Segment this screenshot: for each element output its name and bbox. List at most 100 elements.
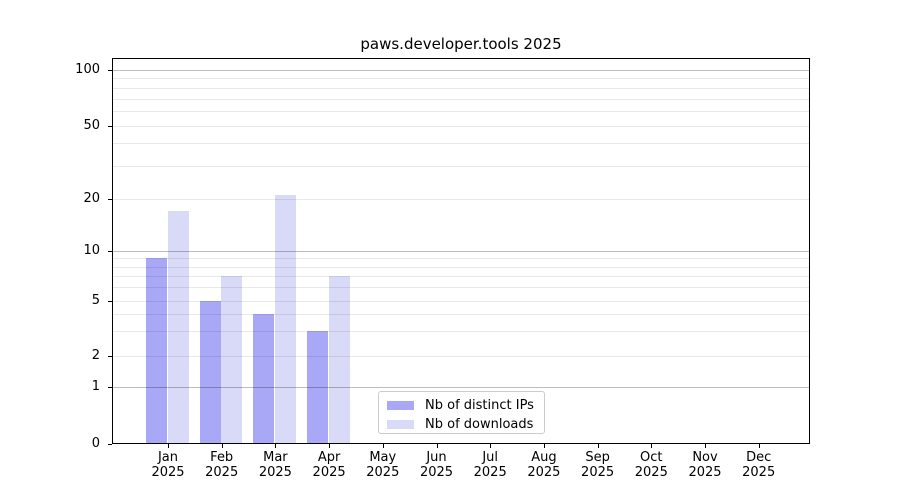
x-tick [651,444,653,448]
x-tick [382,444,384,448]
x-tick-month: Mar [263,450,288,465]
x-tick-label: Jul 2025 [458,450,522,480]
x-tick-label: Oct 2025 [619,450,683,480]
x-tick-label: Mar 2025 [243,450,307,480]
x-tick-label: May 2025 [351,450,415,480]
gridline-minor [113,166,809,168]
x-tick-label: Sep 2025 [566,450,630,480]
x-tick-label: Dec 2025 [727,450,791,480]
y-tick [108,386,112,388]
gridline-minor [113,143,809,145]
x-tick-year: 2025 [419,465,454,480]
x-tick [221,444,223,448]
y-tick [108,250,112,252]
x-tick-year: 2025 [581,465,615,480]
x-tick-month: Feb [210,450,234,465]
gridline-minor [113,300,809,302]
grid-layer [112,58,810,444]
x-tick-label: Apr 2025 [297,450,361,480]
legend: Nb of distinct IPs Nb of downloads [378,391,545,434]
gridline-minor [113,287,809,289]
x-tick-month: Jan [157,450,179,465]
x-tick-month: Sep [585,450,610,465]
x-tick-year: 2025 [634,465,668,480]
y-tick-label: 10 [83,242,100,258]
x-tick-label: Aug 2025 [512,450,576,480]
y-tick [108,70,112,71]
x-tick-month: Nov [692,450,718,465]
x-tick-year: 2025 [312,465,346,480]
gridline-minor [113,198,809,200]
bar-downloads-mar [274,194,296,444]
x-tick-label: Nov 2025 [673,450,737,480]
y-tick-label: 2 [91,348,100,363]
legend-swatch-downloads [387,419,414,429]
bar-downloads-apr [328,276,350,444]
x-tick [758,444,760,448]
gridline-minor [113,356,809,357]
x-tick-month: May [369,450,397,465]
x-tick-month: Jun [426,450,447,465]
x-tick [543,444,545,448]
chart-title: paws.developer.tools 2025 [360,35,562,53]
bar-downloads-feb [221,276,243,444]
bar-distinct-ips-feb [199,300,221,444]
y-tick [108,300,112,302]
x-tick [597,444,599,448]
bars-layer [112,58,810,444]
x-tick [705,444,706,448]
gridline-minor [113,276,809,278]
x-tick-label: Jun 2025 [405,450,469,480]
x-tick-year: 2025 [366,465,400,480]
y-tick-label: 50 [83,117,100,133]
bar-distinct-ips-jan [146,258,167,444]
x-tick-month: Oct [640,450,663,465]
bar-distinct-ips-apr [307,331,329,444]
legend-label-distinct-ips: Nb of distinct IPs [425,397,534,413]
x-tick-month: Dec [746,450,772,465]
gridline-minor [113,125,809,127]
y-tick-label: 100 [75,62,100,77]
gridline-minor [113,314,809,316]
x-tick-year: 2025 [688,465,722,480]
legend-row-distinct-ips: Nb of distinct IPs [387,397,544,413]
x-tick [436,444,438,448]
x-tick-year: 2025 [742,465,776,480]
bar-distinct-ips-mar [253,314,275,444]
x-tick-label: Jan 2025 [136,450,200,480]
x-tick-year: 2025 [205,465,239,480]
legend-swatch-distinct-ips [387,400,414,410]
x-tick-month: Aug [531,450,557,465]
x-tick-year: 2025 [527,465,561,480]
gridline-minor [113,258,809,260]
gridline-minor [113,78,809,80]
x-tick-month: Apr [317,450,341,465]
x-tick [329,444,331,448]
y-tick [108,125,112,127]
gridline-minor [113,98,809,100]
x-tick [275,444,277,448]
x-tick-year: 2025 [151,465,185,480]
gridline-major [113,386,809,388]
x-tick-year: 2025 [473,465,507,480]
gridline-minor [113,266,809,268]
bar-downloads-jan [167,210,189,444]
x-tick-label: Feb 2025 [190,450,254,480]
legend-row-downloads: Nb of downloads [387,416,544,432]
legend-label-downloads: Nb of downloads [425,416,534,432]
gridline-minor [113,87,809,89]
y-tick-label: 20 [83,190,100,206]
y-tick [108,444,112,445]
y-tick-label: 5 [91,292,100,308]
y-tick-label: 0 [91,436,100,451]
gridline-major [113,70,809,71]
y-tick [108,198,112,200]
x-tick [490,444,492,448]
gridline-minor [113,331,809,333]
gridline-minor [113,110,809,112]
y-tick [108,356,112,357]
x-tick [168,444,169,448]
gridline-major [113,250,809,252]
x-tick-month: Jul [482,450,499,465]
